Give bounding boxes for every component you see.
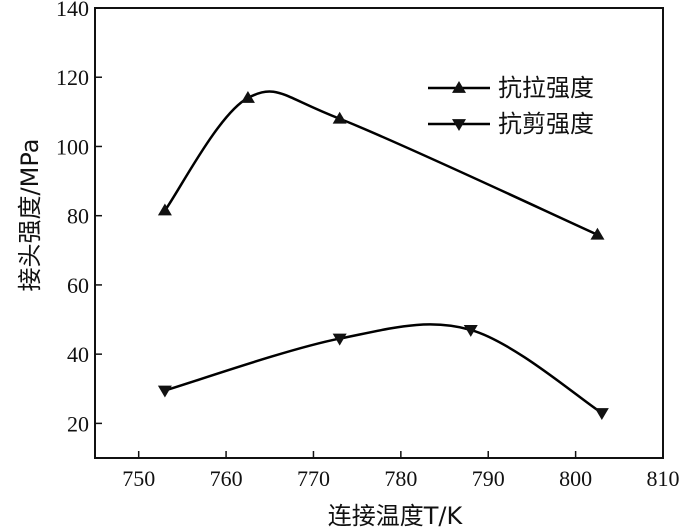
x-tick-label: 750: [122, 466, 155, 491]
series-line: [163, 90, 598, 236]
y-tick-label: 20: [67, 411, 89, 436]
data-point: [157, 203, 172, 216]
legend-item: 抗拉强度: [428, 74, 594, 102]
y-tick-label: 60: [67, 273, 89, 298]
legend-marker: [452, 119, 466, 131]
y-tick-label: 80: [67, 204, 89, 229]
data-point: [590, 227, 605, 240]
x-tick-label: 770: [297, 466, 330, 491]
data-point: [332, 333, 347, 346]
x-axis-title: 连接温度T/K: [328, 502, 464, 530]
x-tick-label: 780: [384, 466, 417, 491]
data-point: [157, 385, 172, 398]
x-tick-label: 790: [472, 466, 505, 491]
legend-marker: [452, 81, 466, 93]
data-point: [594, 408, 609, 420]
x-tick-label: 800: [559, 466, 592, 491]
series-layer: [157, 90, 609, 420]
axes: [94, 7, 664, 459]
x-tick-label: 760: [210, 466, 243, 491]
legend-label: 抗剪强度: [498, 110, 594, 138]
x-tick-label: 810: [647, 466, 680, 491]
series-1: [157, 90, 605, 240]
series-line: [164, 323, 603, 415]
plot-frame: [94, 7, 664, 459]
tick-labels: 750 760 770 780 790 800 810 20 40 60 80 100 120 140: [56, 0, 680, 491]
legend-item: 抗剪强度: [428, 110, 594, 138]
y-tick-label: 140: [56, 0, 89, 21]
data-point: [463, 325, 478, 337]
legend-label: 抗拉强度: [498, 74, 594, 102]
y-axis-title: 接头强度/MPa: [16, 139, 44, 292]
y-tick-label: 120: [56, 65, 89, 90]
data-point: [332, 111, 347, 124]
y-tick-label: 100: [56, 134, 89, 159]
series-2: [157, 323, 609, 420]
data-point: [240, 91, 255, 103]
y-tick-label: 40: [67, 342, 89, 367]
